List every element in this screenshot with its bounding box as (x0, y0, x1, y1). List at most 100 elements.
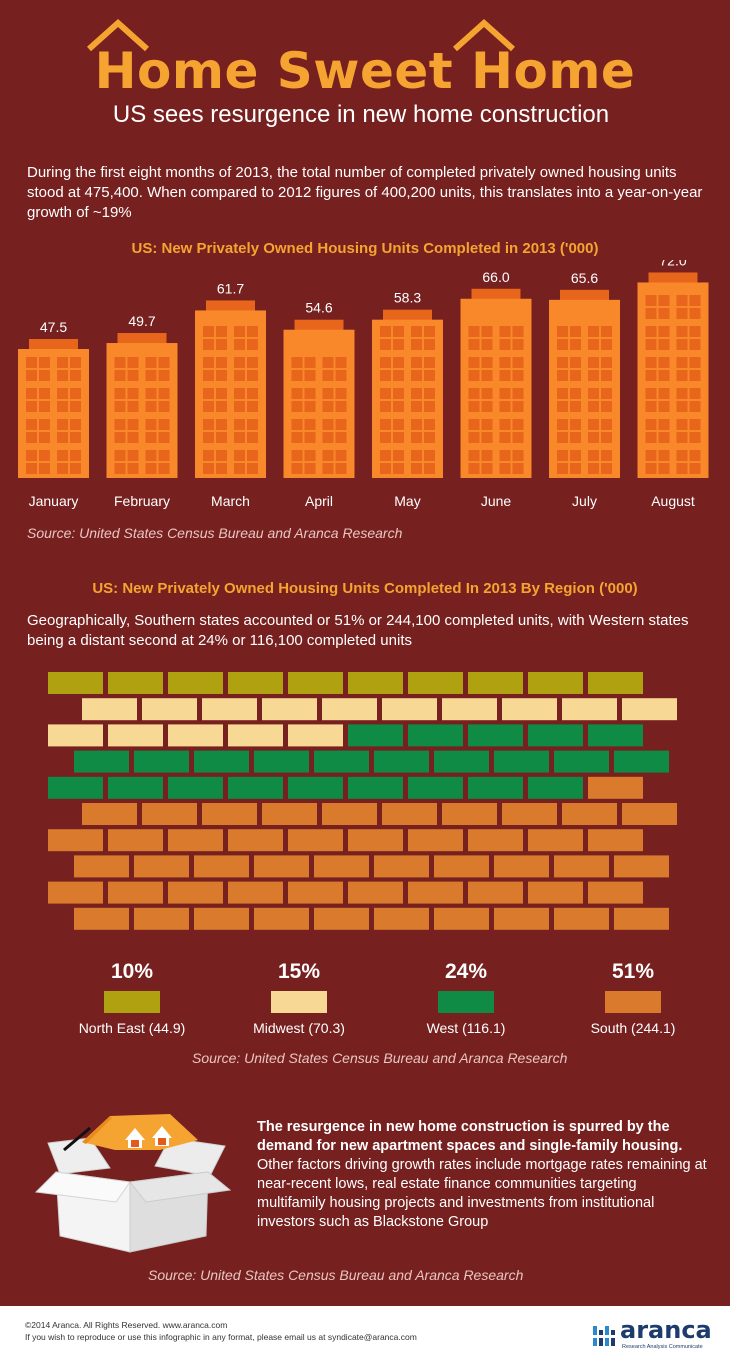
bar-window-transom (234, 430, 258, 432)
bar-february (106, 333, 178, 478)
bar-category-label: June (481, 493, 512, 509)
brick-west (168, 776, 223, 799)
legend-swatch-northeast (104, 991, 160, 1013)
brick-south (314, 907, 369, 930)
brick-south (254, 907, 309, 930)
brick-north-east (108, 672, 163, 694)
brick-midwest (82, 698, 137, 721)
brick-west (288, 776, 343, 799)
brick-south (194, 855, 249, 878)
roof-left-icon (86, 18, 150, 52)
bar-window-transom (468, 337, 493, 339)
bar-window-transom (322, 368, 347, 370)
bar-window-transom (114, 399, 139, 401)
brick-west (494, 750, 549, 773)
logo-tagline: Research Analysis Communicate (622, 1344, 703, 1350)
bar-category-label: May (394, 493, 420, 509)
brick-midwest (288, 724, 343, 747)
bar-window-transom (26, 399, 50, 401)
bar-window-transom (676, 368, 701, 370)
logo-word: aranca (620, 1316, 712, 1344)
bar-value-label: 47.5 (40, 319, 67, 335)
bar-june (460, 288, 532, 478)
bar-april (283, 319, 355, 478)
legend-northeast: 10% North East (44.9) (52, 960, 212, 1036)
brick-west (528, 724, 583, 747)
brick-south (288, 829, 343, 852)
brick-west (468, 724, 523, 747)
brick-south (588, 829, 643, 852)
bar-roof (560, 289, 609, 301)
closing-paragraph: The resurgence in new home construction … (257, 1118, 707, 1232)
brick-south (168, 829, 223, 852)
legend-label-west: West (116.1) (426, 1020, 506, 1036)
brick-south (614, 907, 669, 930)
brick-west (614, 750, 669, 773)
brick-midwest (202, 698, 257, 721)
bar-roof (206, 300, 255, 312)
bar-window-transom (291, 368, 316, 370)
bar-window-transom (645, 368, 670, 370)
bar-window-transom (203, 430, 227, 432)
bar-roof (294, 319, 344, 331)
brick-north-east (168, 672, 223, 694)
closing-body: Other factors driving growth rates inclu… (257, 1157, 707, 1230)
bar-window-transom (557, 461, 581, 463)
brick-south (228, 829, 283, 852)
bar-window-transom (145, 368, 170, 370)
brick-south (588, 881, 643, 904)
brick-west (108, 776, 163, 799)
bar-category-label: February (114, 493, 170, 509)
brick-midwest (442, 698, 497, 721)
bar-window-transom (411, 461, 435, 463)
legend-west: 24% West (116.1) (386, 960, 546, 1036)
bar-window-transom (676, 430, 701, 432)
monthly-completions-chart: 47.5 January 49.7 February 61.7 March 54.6 Apri… (18, 260, 709, 509)
brick-midwest (562, 698, 617, 721)
bar-window-transom (203, 461, 227, 463)
brick-midwest (262, 698, 317, 721)
brick-midwest (228, 724, 283, 747)
brick-west (408, 724, 463, 747)
page-subtitle: US sees resurgence in new home construct… (112, 101, 610, 128)
bar-window-transom (291, 430, 316, 432)
brick-west (588, 724, 643, 747)
footer-reproduce: If you wish to reproduce or use this inf… (25, 1332, 417, 1342)
bar-window-transom (676, 306, 701, 308)
brick-south (314, 855, 369, 878)
bar-window-transom (203, 337, 227, 339)
brick-south (194, 907, 249, 930)
bar-window-transom (57, 461, 81, 463)
bar-march (195, 300, 266, 478)
bar-roof (117, 333, 167, 345)
closing-bold: The resurgence in new home construction … (257, 1119, 683, 1154)
brick-south (382, 803, 437, 825)
brick-west (254, 750, 309, 773)
bar-window-transom (380, 461, 404, 463)
brick-midwest (168, 724, 223, 747)
bar-category-label: January (29, 493, 79, 509)
brick-south (108, 881, 163, 904)
bar-window-transom (588, 461, 612, 463)
bar-window-transom (234, 368, 258, 370)
legend-pct-northeast: 10% (110, 960, 154, 983)
brick-midwest (48, 724, 103, 747)
legend-label-midwest: Midwest (70.3) (253, 1020, 345, 1036)
bar-category-label: July (572, 493, 597, 509)
bar-roof (471, 288, 521, 300)
brick-midwest (382, 698, 437, 721)
brick-north-east (288, 672, 343, 694)
bar-window-transom (468, 368, 493, 370)
bar-category-label: March (211, 493, 250, 509)
bar-window-transom (322, 430, 347, 432)
bar-window-transom (234, 399, 258, 401)
chart1-title: US: New Privately Owned Housing Units Co… (131, 240, 599, 257)
brick-south (554, 907, 609, 930)
bar-category-label: April (305, 493, 333, 509)
bar-window-transom (588, 368, 612, 370)
brick-south (48, 881, 103, 904)
brick-midwest (622, 698, 677, 721)
brick-west (134, 750, 189, 773)
brick-west (434, 750, 489, 773)
legend-label-south: South (244.1) (590, 1020, 676, 1036)
